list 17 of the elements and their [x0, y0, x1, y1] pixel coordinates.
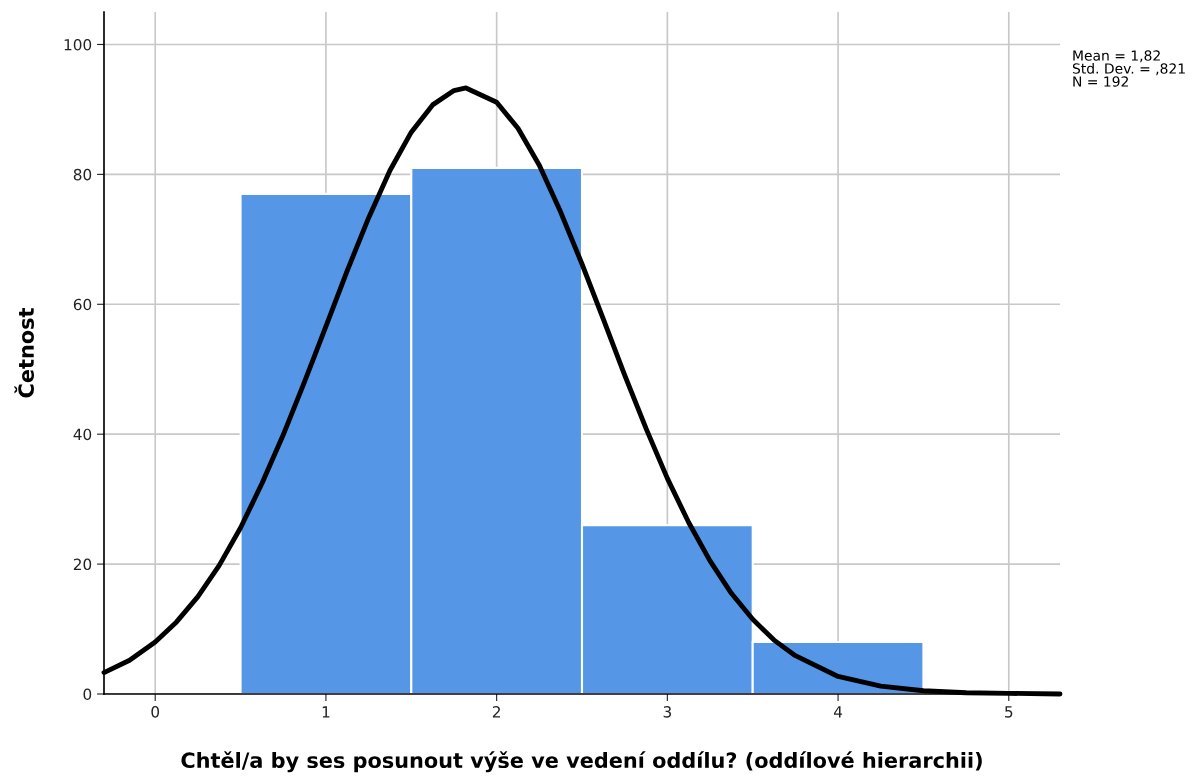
y-tick-label: 0 — [83, 688, 92, 701]
y-tick-label: 40 — [73, 428, 92, 441]
x-axis-title: Chtěl/a by ses posunout výše ve vedení oddílu? (oddílové hierarchii) — [181, 751, 982, 773]
y-tick-label: 20 — [73, 558, 92, 571]
x-tick-label: 2 — [492, 706, 500, 718]
text: Std. Dev. = ,821 — [1072, 63, 1185, 76]
y-tick-label: 60 — [73, 298, 92, 311]
x-tick-label: 0 — [151, 706, 160, 718]
x-tick-label: 4 — [833, 706, 843, 718]
y-axis-title: Četnost — [14, 308, 34, 398]
text: N = 192 — [1073, 76, 1128, 87]
text: Mean = 1,82 — [1073, 50, 1160, 63]
x-tick-label: 3 — [663, 706, 671, 718]
x-tick-label: 5 — [1005, 706, 1013, 718]
y-tick-label: 80 — [73, 168, 92, 181]
y-tick-label: 100 — [64, 38, 92, 51]
x-tick-label: 1 — [322, 706, 330, 718]
